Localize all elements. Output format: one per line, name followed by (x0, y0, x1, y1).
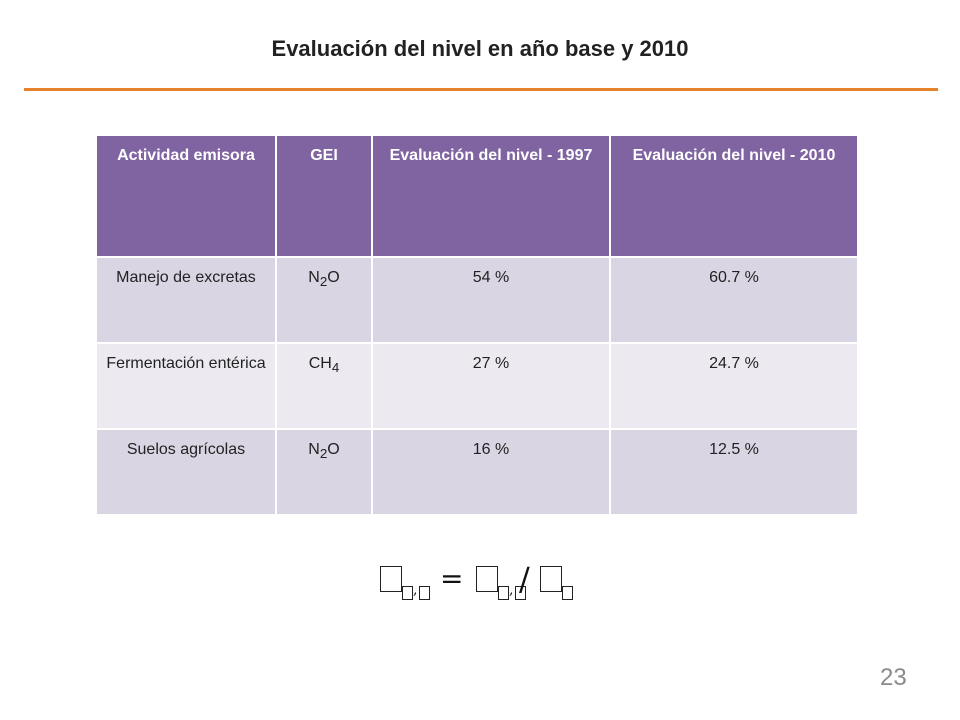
table-row: Suelos agrícolas N2O 16 % 12.5 % (97, 430, 857, 514)
page-number: 23 (880, 664, 907, 691)
formula-comma: , (413, 582, 418, 598)
level-2010-cell: 24.7 % (611, 344, 857, 428)
gas-cell: N2O (277, 258, 371, 342)
level-1997-cell: 54 % (373, 258, 609, 342)
gas-base: N (308, 269, 320, 286)
gas-tail: O (327, 269, 340, 286)
formula-glyph-box (380, 566, 402, 592)
header-gas: GEI (277, 136, 371, 256)
formula-subscript-box (515, 586, 526, 600)
gas-subscript: 2 (319, 274, 328, 290)
formula-subscript-box (562, 586, 573, 600)
formula-subscript-box (498, 586, 509, 600)
gas-base: N (308, 441, 320, 458)
activity-cell: Fermentación entérica (97, 344, 275, 428)
formula-comma: , (509, 582, 514, 598)
level-1997-cell: 27 % (373, 344, 609, 428)
table-row: Fermentación entérica CH4 27 % 24.7 % (97, 344, 857, 428)
gas-base: CH (308, 355, 332, 372)
formula-glyph-box (476, 566, 498, 592)
header-level-1997: Evaluación del nivel - 1997 (373, 136, 609, 256)
title-divider (24, 88, 938, 91)
gas-subscript: 4 (331, 360, 340, 376)
formula-subscript-box (402, 586, 413, 600)
header-level-2010: Evaluación del nivel - 2010 (611, 136, 857, 256)
gas-tail: O (327, 441, 340, 458)
level-1997-cell: 16 % (373, 430, 609, 514)
header-activity: Actividad emisora (97, 136, 275, 256)
level-2010-cell: 60.7 % (611, 258, 857, 342)
formula-subscript-box (419, 586, 430, 600)
activity-cell: Suelos agrícolas (97, 430, 275, 514)
gas-subscript: 2 (319, 446, 328, 462)
gas-cell: N2O (277, 430, 371, 514)
level-2010-cell: 12.5 % (611, 430, 857, 514)
slide-title: Evaluación del nivel en año base y 2010 (271, 36, 689, 61)
level-formula: , = , / (380, 560, 590, 610)
table-row: Manejo de excretas N2O 54 % 60.7 % (97, 258, 857, 342)
emissions-level-table: Actividad emisora GEI Evaluación del niv… (95, 134, 859, 516)
formula-equals: = (440, 562, 464, 595)
formula-slash: / (519, 560, 530, 598)
activity-cell: Manejo de excretas (97, 258, 275, 342)
table-header-row: Actividad emisora GEI Evaluación del niv… (97, 136, 857, 256)
gas-cell: CH4 (277, 344, 371, 428)
formula-glyph-box (540, 566, 562, 592)
